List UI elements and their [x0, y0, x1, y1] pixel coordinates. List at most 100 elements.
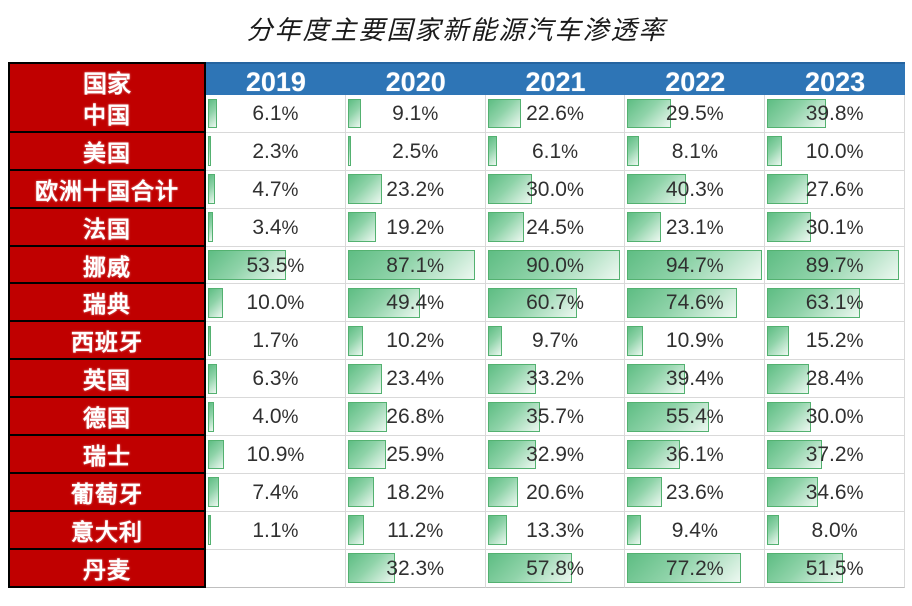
- value-text: 19.2%: [386, 215, 445, 239]
- country-label: 美国: [8, 132, 206, 171]
- value-cell: 30.0%: [765, 398, 905, 437]
- value-text: 49.4%: [386, 291, 445, 315]
- value-text: 10.9%: [246, 442, 305, 466]
- data-bar: [767, 325, 790, 356]
- value-text: 13.3%: [526, 518, 584, 542]
- value-text: 32.3%: [386, 556, 445, 580]
- value-cell: 10.9%: [625, 322, 766, 361]
- value-text: 4.0%: [252, 405, 299, 429]
- value-cell: 89.7%: [765, 246, 905, 285]
- value-text: 40.3%: [665, 177, 724, 201]
- penetration-table: 国家 2019 2020 2021 2022 2023 中国 6.1% 9.1%…: [8, 62, 905, 588]
- value-cell: 39.4%: [625, 360, 766, 399]
- value-cell: 4.0%: [206, 398, 346, 437]
- value-cell: 74.6%: [625, 284, 766, 323]
- country-label: 丹麦: [8, 549, 206, 588]
- table-row: 葡萄牙 7.4% 18.2% 20.6% 23.6% 34.6%: [8, 473, 905, 512]
- country-label: 意大利: [8, 511, 206, 550]
- value-cell: 57.8%: [485, 549, 626, 588]
- value-cell: 30.1%: [765, 208, 905, 247]
- data-bar: [627, 401, 709, 432]
- value-cell: 15.2%: [765, 322, 905, 361]
- data-bar: [627, 439, 681, 470]
- data-bar: [347, 98, 362, 129]
- value-text: 18.2%: [386, 480, 445, 504]
- data-bar: [767, 515, 779, 546]
- value-text: 94.7%: [665, 253, 724, 277]
- country-label: 德国: [8, 398, 206, 437]
- value-text: 2.3%: [252, 139, 299, 163]
- page-title: 分年度主要国家新能源汽车渗透率: [246, 16, 667, 46]
- value-text: 36.1%: [665, 442, 724, 466]
- value-text: 23.6%: [665, 480, 724, 504]
- data-bar: [487, 287, 577, 318]
- data-bar: [347, 515, 365, 546]
- value-text: 33.2%: [526, 367, 584, 391]
- country-label: 葡萄牙: [8, 473, 206, 512]
- table-row: 美国 2.3% 2.5% 6.1% 8.1% 10.0%: [8, 132, 905, 171]
- data-bar: [347, 287, 421, 318]
- value-cell: 94.7%: [625, 246, 766, 285]
- country-label: 西班牙: [8, 322, 206, 361]
- value-text: 10.2%: [386, 329, 445, 353]
- value-text: 53.5%: [246, 253, 305, 277]
- value-text: 1.1%: [252, 518, 299, 542]
- year-header-2020: 2020: [385, 67, 446, 97]
- table-row: 法国 3.4% 19.2% 24.5% 23.1% 30.1%: [8, 208, 905, 247]
- value-text: 28.4%: [805, 367, 864, 391]
- value-cell: 9.4%: [625, 511, 766, 550]
- value-text: 4.7%: [252, 177, 299, 201]
- data-bar: [627, 98, 671, 129]
- data-bar: [767, 174, 808, 205]
- country-label: 英国: [8, 360, 206, 399]
- data-bar: [487, 515, 508, 546]
- value-cell: 32.3%: [345, 549, 486, 588]
- value-cell: 2.5%: [345, 132, 486, 171]
- table-row: 英国 6.3% 23.4% 33.2% 39.4% 28.4%: [8, 360, 905, 399]
- value-cell: 29.5%: [625, 95, 766, 133]
- value-cell: 6.1%: [206, 95, 346, 133]
- value-text: 39.4%: [665, 367, 724, 391]
- value-text: 26.8%: [386, 405, 445, 429]
- data-bar: [627, 212, 662, 243]
- data-bar: [347, 401, 388, 432]
- data-bar: [208, 174, 215, 205]
- value-text: 15.2%: [805, 329, 864, 353]
- data-bar: [487, 363, 537, 394]
- value-cell: 4.7%: [206, 170, 346, 209]
- value-cell: 30.0%: [485, 170, 626, 209]
- data-bar: [627, 174, 687, 205]
- data-bar: [487, 250, 620, 280]
- year-header-2023: 2023: [805, 67, 866, 97]
- value-text: 74.6%: [665, 291, 724, 315]
- value-cell: 34.6%: [765, 473, 905, 512]
- value-text: 8.1%: [671, 139, 718, 163]
- value-text: 27.6%: [805, 177, 864, 201]
- value-text: 23.4%: [386, 367, 445, 391]
- value-cell: 6.1%: [485, 132, 626, 171]
- value-cell: 2.3%: [206, 132, 346, 171]
- data-bar: [767, 136, 782, 167]
- value-cell: 18.2%: [345, 473, 486, 512]
- data-bar: [767, 401, 812, 432]
- data-bar: [208, 250, 287, 280]
- data-bar: [627, 250, 763, 280]
- table-row: 瑞典 10.0% 49.4% 60.7% 74.6% 63.1%: [8, 284, 905, 323]
- value-text: 35.7%: [526, 405, 584, 429]
- value-cell: 3.4%: [206, 208, 346, 247]
- table-row: 瑞士 10.9% 25.9% 32.9% 36.1% 37.2%: [8, 436, 905, 474]
- table-row: 西班牙 1.7% 10.2% 9.7% 10.9% 15.2%: [8, 322, 905, 361]
- value-cell: 63.1%: [765, 284, 905, 323]
- value-cell: 7.4%: [206, 473, 346, 512]
- data-bar: [487, 401, 540, 432]
- value-text: 10.9%: [665, 329, 724, 353]
- value-text: 51.5%: [805, 556, 864, 580]
- country-label: 法国: [8, 208, 206, 247]
- value-text: 30.1%: [805, 215, 864, 239]
- table-row: 欧洲十国合计 4.7% 23.2% 30.0% 40.3% 27.6%: [8, 170, 905, 209]
- data-bar: [767, 553, 843, 584]
- data-bar: [627, 363, 686, 394]
- value-text: 30.0%: [526, 177, 584, 201]
- data-bar: [487, 325, 502, 356]
- data-bar: [208, 363, 218, 394]
